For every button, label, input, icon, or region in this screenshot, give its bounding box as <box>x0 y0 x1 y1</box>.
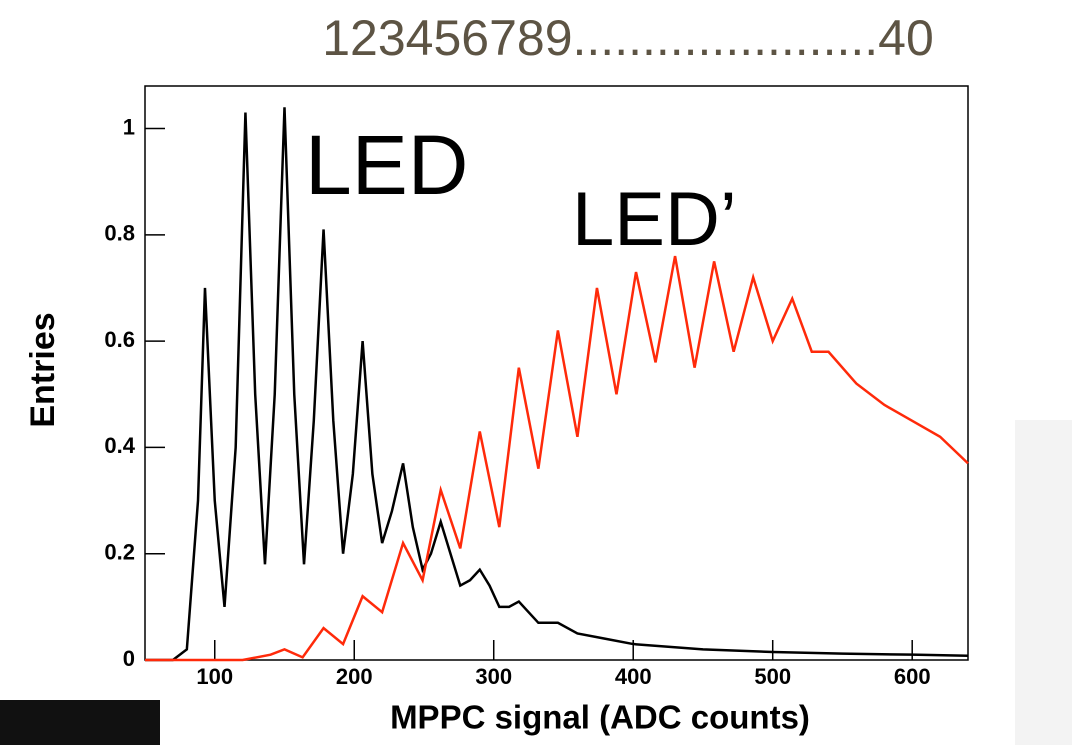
background-patch <box>1015 420 1072 745</box>
y-tick-label: 0.8 <box>104 221 135 246</box>
series-label: LED’ <box>572 177 737 262</box>
series-label: LED <box>305 118 468 212</box>
x-tick-label: 200 <box>336 664 373 689</box>
plot-frame <box>144 85 969 661</box>
x-tick-label: 500 <box>754 664 791 689</box>
x-tick-label: 400 <box>615 664 652 689</box>
y-axis-label: Entries <box>24 312 62 427</box>
data-line <box>145 255 969 662</box>
y-tick-label: 0.4 <box>104 433 135 458</box>
y-tick-label: 0.2 <box>104 540 135 565</box>
background-patch <box>0 700 160 745</box>
x-tick-label: 100 <box>196 664 233 689</box>
data-line <box>145 107 969 662</box>
y-tick-label: 0 <box>123 646 135 671</box>
chart-title: 123456789......................40 <box>322 10 934 66</box>
y-tick-label: 0.6 <box>104 327 135 352</box>
x-tick-label: 600 <box>894 664 931 689</box>
y-tick-label: 1 <box>123 114 135 139</box>
x-tick-label: 300 <box>475 664 512 689</box>
x-axis-label: MPPC signal (ADC counts) <box>390 699 810 736</box>
